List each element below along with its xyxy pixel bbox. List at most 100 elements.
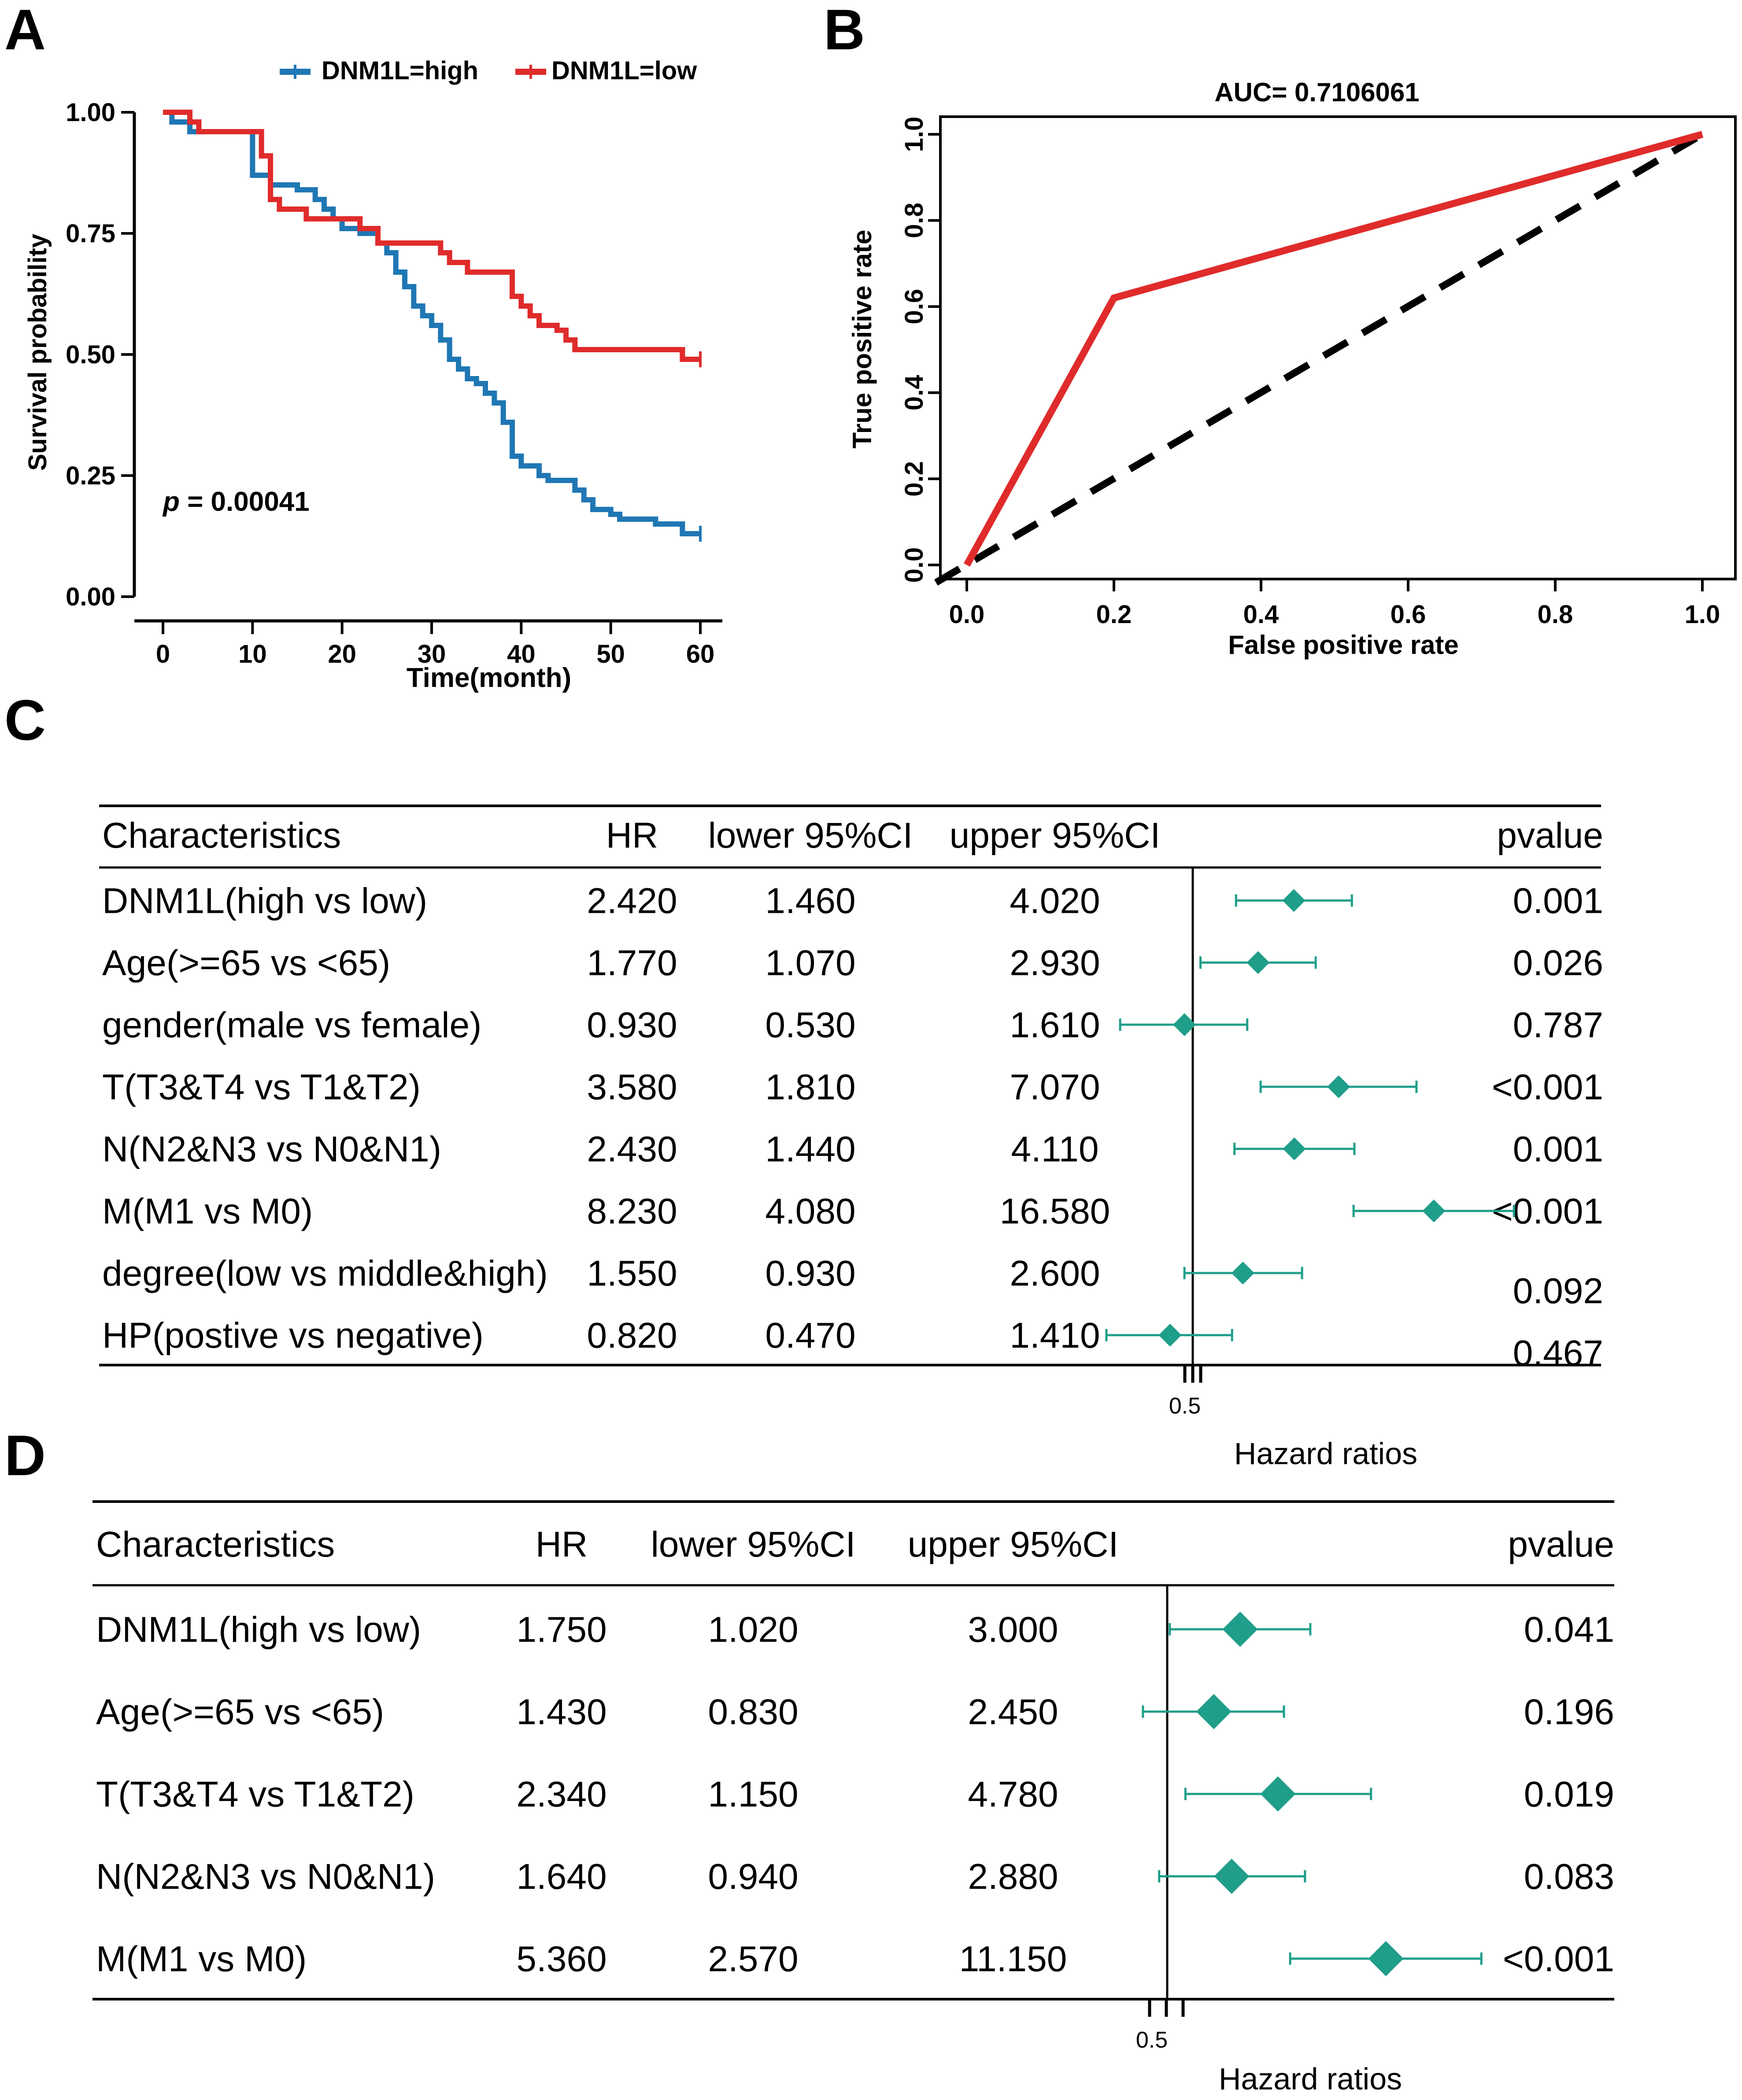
b-ytick-label: 0.6 (900, 289, 928, 325)
a-xtick-label: 30 (418, 640, 446, 668)
hr-marker (1158, 1324, 1182, 1347)
roc-title: AUC= 0.7106061 (1214, 78, 1419, 107)
a-xtick-label: 0 (156, 640, 170, 668)
b-ytick-label: 0.0 (900, 547, 928, 583)
panel-d-letter: D (4, 1423, 46, 1487)
panel-b: B AUC= 0.7106061 0.0 0.2 0.4 0.6 0.8 1.00.00.… (824, 0, 1737, 660)
row-lower: 1.150 (708, 1775, 798, 1815)
row-lower: 2.570 (708, 1939, 798, 1979)
axis-a-ylabel: Survival probability (23, 234, 52, 471)
row-label: Age(>=65 vs <65) (102, 943, 390, 983)
roc-plot-box (939, 115, 1737, 580)
row-upper: 2.600 (1010, 1254, 1100, 1294)
row-pvalue: 0.019 (1524, 1775, 1614, 1815)
axis-xlabel: Hazard ratios (1219, 2062, 1402, 2096)
hr-marker (1222, 1612, 1258, 1647)
a-xtick-label: 60 (686, 640, 715, 668)
row-hr: 0.820 (587, 1316, 677, 1356)
row-upper: 4.780 (968, 1775, 1058, 1815)
row-label: HP(postive vs negative) (102, 1316, 484, 1356)
legend-a: DNM1L=high DNM1L=low (280, 56, 697, 85)
row-pvalue: <0.001 (1503, 1939, 1614, 1979)
forest-table-d: Characteristics HR lower 95%CI upper 95%CI p… (92, 1500, 1614, 2096)
column-header: pvalue (1508, 1524, 1614, 1565)
row-upper: 4.020 (1010, 881, 1100, 921)
axis-b-xlabel: False positive rate (1228, 630, 1459, 660)
survival-curve-low (163, 110, 700, 362)
b-ytick-label: 0.8 (900, 203, 928, 238)
panel-d: D Characteristics HR lower 95%CI upper 95%C… (4, 1423, 1614, 2096)
axis-tick-label: 0.5 (1136, 2027, 1168, 2053)
column-header: pvalue (1497, 816, 1603, 856)
forest-table-c: Characteristics HR lower 95%CI upper 95%CI p… (99, 805, 1603, 1471)
b-ytick-label: 1.0 (900, 117, 928, 152)
column-header: HR (606, 816, 658, 856)
a-ytick-label: 0.00 (66, 583, 115, 611)
hr-marker (1173, 1013, 1196, 1036)
row-label: T(T3&T4 vs T1&T2) (96, 1775, 414, 1815)
row-pvalue: 0.026 (1513, 943, 1603, 983)
roc-reference-line (934, 131, 1705, 586)
row-upper: 4.110 (1011, 1129, 1098, 1170)
row-lower: 0.530 (765, 1005, 855, 1045)
b-xtick-label: 0.8 (1538, 600, 1573, 629)
hr-marker (1283, 1137, 1306, 1160)
column-header: HR (536, 1524, 588, 1565)
a-xtick-label: 20 (328, 640, 356, 668)
row-hr: 1.770 (587, 943, 677, 983)
column-header: lower 95%CI (708, 816, 913, 856)
hr-marker (1282, 889, 1306, 912)
row-lower: 4.080 (765, 1192, 855, 1232)
roc-lines (934, 131, 1705, 586)
panel-a: A DNM1L=high DNM1L=low 0 10 20 30 40 50 60 0.00… (4, 0, 722, 693)
row-lower: 0.930 (765, 1254, 855, 1294)
hr-marker (1422, 1199, 1446, 1222)
row-hr: 0.930 (587, 1005, 677, 1045)
survival-curves (163, 110, 702, 542)
row-pvalue: 0.196 (1524, 1692, 1614, 1732)
b-xtick-label: 0.0 (949, 600, 985, 629)
hr-marker (1260, 1776, 1296, 1812)
a-ytick-label: 0.50 (66, 340, 115, 369)
row-pvalue: 0.001 (1513, 881, 1603, 921)
survival-curve-high (163, 110, 700, 536)
row-lower: 0.940 (708, 1857, 798, 1897)
b-xtick-label: 1.0 (1685, 600, 1720, 629)
a-ytick-label: 0.75 (66, 219, 115, 248)
row-label: degree(low vs middle&high) (102, 1254, 548, 1294)
roc-curve (963, 131, 1704, 567)
row-pvalue: 0.001 (1513, 1129, 1603, 1170)
row-label: N(N2&N3 vs N0&N1) (102, 1129, 441, 1170)
row-lower: 0.470 (765, 1316, 855, 1356)
row-upper: 2.930 (1010, 943, 1100, 983)
axis-tick-label: 0.5 (1169, 1393, 1201, 1419)
column-header: lower 95%CI (651, 1524, 856, 1565)
p-value-annotation: p = 0.00041 (162, 487, 310, 517)
panel-c: C Characteristics HR lower 95%CI upper 95%C… (4, 688, 1603, 1471)
row-hr: 2.340 (516, 1775, 607, 1815)
row-upper: 11.150 (959, 1939, 1067, 1979)
row-hr: 1.430 (516, 1692, 607, 1732)
row-hr: 2.430 (587, 1129, 677, 1170)
row-pvalue: 0.041 (1524, 1610, 1614, 1650)
hr-marker (1196, 1694, 1232, 1729)
a-ytick-label: 1.00 (66, 98, 115, 127)
row-upper: 1.410 (1010, 1316, 1100, 1356)
panel-a-letter: A (4, 0, 46, 62)
axis-b-ticks: 0.0 0.2 0.4 0.6 0.8 1.0 0.0 0.2 0.4 0.6 0.8 1.0 (900, 117, 1720, 629)
column-header: Characteristics (102, 816, 341, 856)
row-hr: 3.580 (587, 1067, 677, 1107)
b-xtick-label: 0.2 (1096, 600, 1132, 629)
panel-c-letter: C (4, 688, 46, 752)
axis-b-ylabel: True positive rate (847, 230, 877, 449)
hr-marker (1231, 1262, 1254, 1284)
row-hr: 8.230 (587, 1192, 677, 1232)
hr-marker (1246, 951, 1270, 974)
b-xtick-label: 0.4 (1243, 600, 1279, 629)
axis-xlabel: Hazard ratios (1234, 1436, 1417, 1471)
b-xtick-label: 0.6 (1391, 600, 1426, 629)
row-upper: 7.070 (1010, 1067, 1100, 1107)
row-upper: 1.610 (1010, 1005, 1100, 1045)
a-xtick-label: 50 (596, 640, 625, 668)
